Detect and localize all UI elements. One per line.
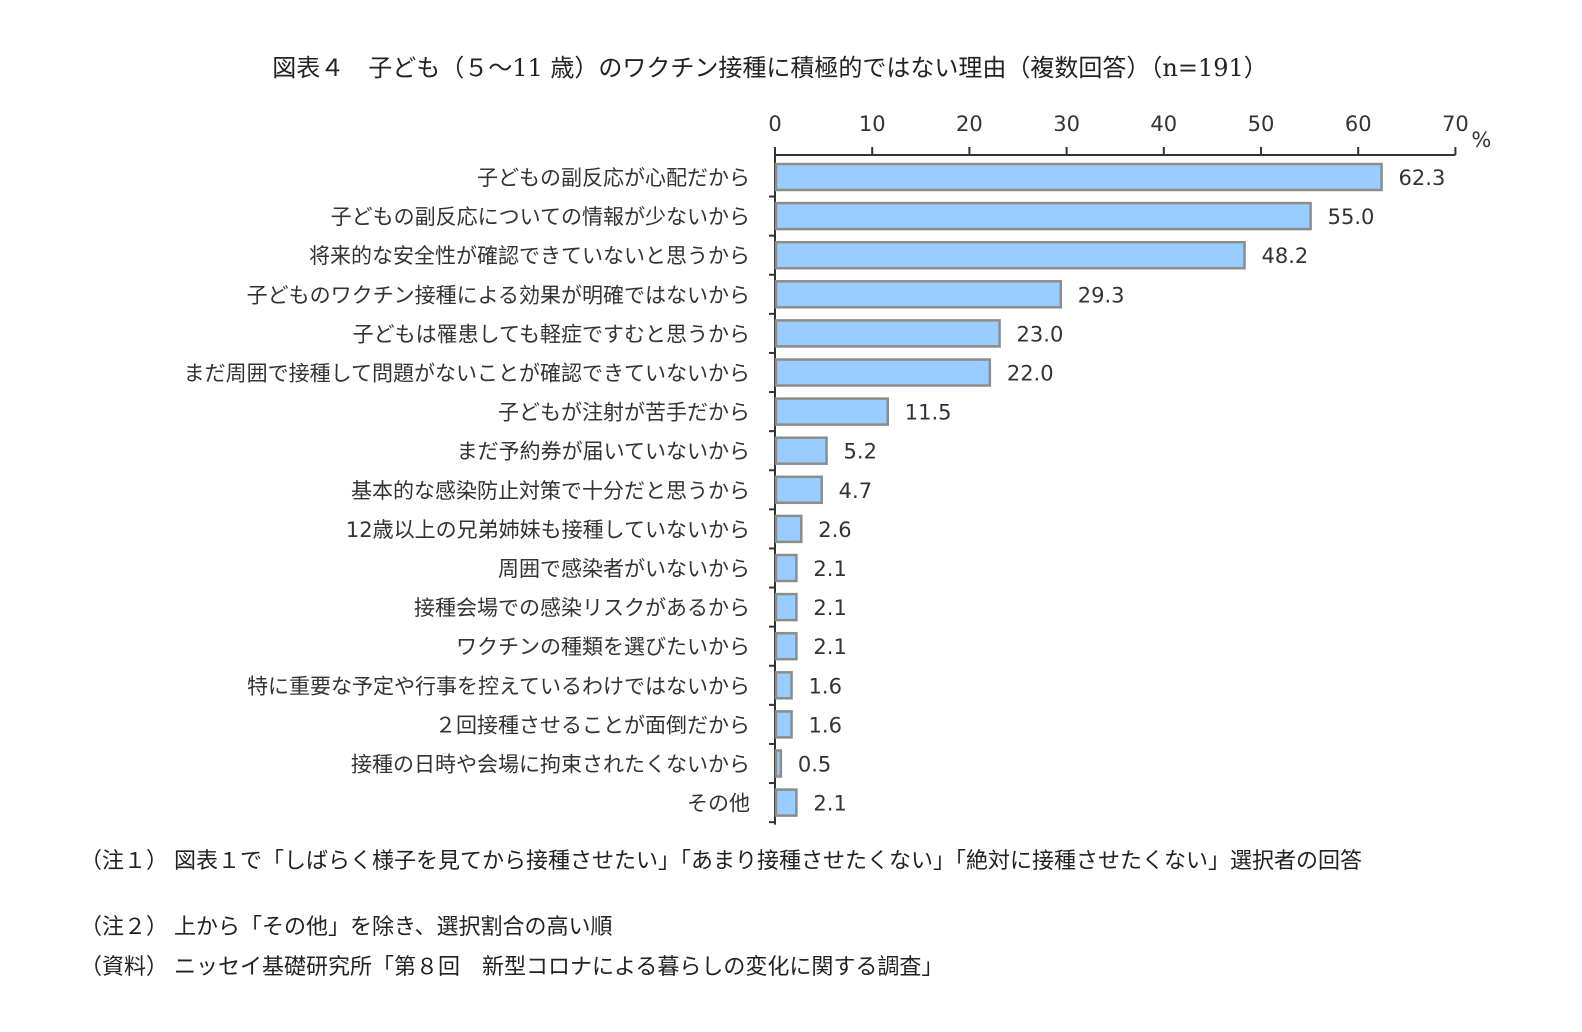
bar bbox=[774, 436, 828, 465]
value-label: 29.3 bbox=[1078, 283, 1125, 307]
x-tick-label: 0 bbox=[768, 112, 781, 136]
category-label: 12歳以上の兄弟姉妹も接種していないから bbox=[346, 518, 750, 542]
x-tick-label: 40 bbox=[1150, 112, 1177, 136]
x-tick-label: 50 bbox=[1248, 112, 1275, 136]
bar-chart: 0 10 20 30 40 50 60 70% 子どもの副反応が心配だから 62.3 子どもの副反応… bbox=[184, 112, 1491, 825]
bar bbox=[774, 475, 823, 505]
x-tick-label: 20 bbox=[956, 112, 983, 136]
value-label: 2.1 bbox=[813, 596, 846, 620]
bar bbox=[774, 397, 890, 426]
value-label: 2.1 bbox=[813, 557, 846, 581]
x-tick-label: 60 bbox=[1345, 112, 1372, 136]
bar bbox=[774, 514, 803, 544]
value-label: 11.5 bbox=[905, 401, 952, 425]
value-label: 2.6 bbox=[818, 518, 851, 542]
value-label: 1.6 bbox=[809, 713, 842, 737]
note-2-label: （注２） bbox=[80, 915, 169, 940]
bar bbox=[774, 710, 793, 739]
value-label: 2.1 bbox=[813, 635, 846, 659]
value-label: 22.0 bbox=[1007, 362, 1054, 386]
bar bbox=[774, 631, 798, 661]
note-1-label: （注１） bbox=[80, 849, 169, 874]
category-label: まだ周囲で接種して問題がないことが確認できていないから bbox=[184, 362, 750, 386]
source-label: （資料） bbox=[80, 955, 169, 980]
category-label: 子どものワクチン接種による効果が明確ではないから bbox=[247, 283, 750, 307]
bar bbox=[774, 788, 798, 817]
category-label: 子どもの副反応が心配だから bbox=[477, 166, 750, 190]
x-tick-label: 30 bbox=[1053, 112, 1080, 136]
value-label: 62.3 bbox=[1399, 166, 1446, 190]
source-note: （資料） ニッセイ基礎研究所「第８回 新型コロナによる暮らしの変化に関する調査」 bbox=[80, 952, 1474, 984]
category-label: その他 bbox=[687, 792, 750, 816]
bar bbox=[774, 240, 1246, 270]
category-label: 子どもが注射が苦手だから bbox=[498, 401, 750, 425]
category-label: ２回接種させることが面倒だから bbox=[435, 713, 750, 737]
bar bbox=[774, 201, 1312, 231]
value-label: 48.2 bbox=[1262, 244, 1309, 268]
category-label: 周囲で感染者がいないから bbox=[498, 557, 750, 581]
x-tick-label: 10 bbox=[859, 112, 886, 136]
source-text: ニッセイ基礎研究所「第８回 新型コロナによる暮らしの変化に関する調査」 bbox=[174, 955, 944, 980]
bar bbox=[774, 319, 1001, 348]
category-label: 接種の日時や会場に拘束されたくないから bbox=[351, 753, 750, 777]
bar bbox=[774, 162, 1383, 192]
category-label: 接種会場での感染リスクがあるから bbox=[414, 596, 750, 620]
category-label: 特に重要な予定や行事を控えているわけではないから bbox=[247, 674, 750, 698]
category-label: まだ予約券が届いていないから bbox=[457, 440, 750, 464]
bar bbox=[774, 592, 798, 622]
note-2-text: 上から「その他」を除き、選択割合の高い順 bbox=[174, 915, 613, 940]
x-axis-unit: % bbox=[1471, 128, 1491, 152]
bar bbox=[774, 358, 992, 387]
value-label: 1.6 bbox=[809, 674, 842, 698]
category-label: 子どもの副反応についての情報が少ないから bbox=[331, 205, 750, 229]
value-label: 4.7 bbox=[839, 479, 872, 503]
category-label: 将来的な安全性が確認できていないと思うから bbox=[309, 244, 750, 268]
value-label: 5.2 bbox=[844, 440, 877, 464]
bar bbox=[774, 671, 793, 700]
category-label: ワクチンの種類を選びたいから bbox=[456, 635, 750, 659]
category-label: 子どもは罹患しても軽症ですむと思うから bbox=[353, 322, 750, 346]
value-label: 55.0 bbox=[1328, 205, 1375, 229]
value-label: 23.0 bbox=[1017, 322, 1064, 346]
x-tick-label: 70 bbox=[1442, 112, 1469, 136]
bar bbox=[774, 749, 783, 778]
value-label: 0.5 bbox=[798, 753, 831, 777]
value-label: 2.1 bbox=[813, 792, 846, 816]
note-1: （注１） 図表１で「しばらく様子を見てから接種させたい」「あまり接種させたくない」… bbox=[80, 846, 1474, 878]
bar bbox=[774, 280, 1063, 309]
note-2: （注２） 上から「その他」を除き、選択割合の高い順 bbox=[80, 912, 1474, 944]
note-1-text: 図表１で「しばらく様子を見てから接種させたい」「あまり接種させたくない」「絶対に… bbox=[174, 849, 1363, 874]
category-label: 基本的な感染防止対策で十分だと思うから bbox=[351, 479, 750, 503]
bar bbox=[774, 553, 798, 583]
chart-title: 図表４ 子ども（５～11 歳）のワクチン接種に積極的ではない理由（複数回答）（n… bbox=[272, 54, 1268, 82]
